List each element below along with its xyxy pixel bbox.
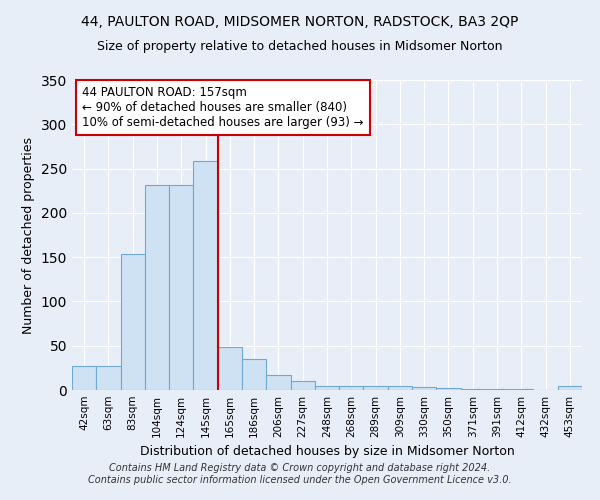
Bar bbox=[364, 386, 388, 390]
Bar bbox=[412, 388, 436, 390]
Text: 44 PAULTON ROAD: 157sqm
← 90% of detached houses are smaller (840)
10% of semi-d: 44 PAULTON ROAD: 157sqm ← 90% of detache… bbox=[82, 86, 364, 129]
Y-axis label: Number of detached properties: Number of detached properties bbox=[22, 136, 35, 334]
Text: Size of property relative to detached houses in Midsomer Norton: Size of property relative to detached ho… bbox=[97, 40, 503, 53]
Bar bbox=[485, 389, 509, 390]
Bar bbox=[72, 366, 96, 390]
Bar bbox=[315, 386, 339, 390]
Bar bbox=[436, 388, 461, 390]
Text: 44, PAULTON ROAD, MIDSOMER NORTON, RADSTOCK, BA3 2QP: 44, PAULTON ROAD, MIDSOMER NORTON, RADST… bbox=[82, 15, 518, 29]
X-axis label: Distribution of detached houses by size in Midsomer Norton: Distribution of detached houses by size … bbox=[140, 446, 514, 458]
Bar bbox=[96, 366, 121, 390]
Bar bbox=[339, 386, 364, 390]
Bar bbox=[509, 389, 533, 390]
Bar bbox=[242, 359, 266, 390]
Text: Contains HM Land Registry data © Crown copyright and database right 2024.
Contai: Contains HM Land Registry data © Crown c… bbox=[88, 464, 512, 485]
Bar bbox=[121, 254, 145, 390]
Bar bbox=[266, 375, 290, 390]
Bar bbox=[169, 184, 193, 390]
Bar bbox=[388, 386, 412, 390]
Bar bbox=[290, 381, 315, 390]
Bar bbox=[558, 386, 582, 390]
Bar bbox=[145, 184, 169, 390]
Bar bbox=[218, 348, 242, 390]
Bar bbox=[461, 389, 485, 390]
Bar bbox=[193, 162, 218, 390]
